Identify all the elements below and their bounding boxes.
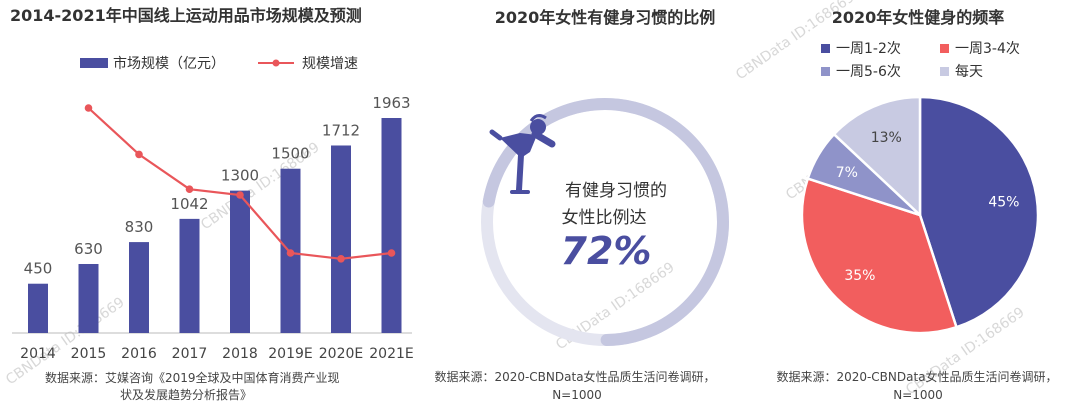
legend-bar-swatch [80, 58, 108, 68]
bar-2018 [230, 190, 250, 333]
bar-value-labels: 450 630 830 1042 1300 1500 1712 1963 [24, 94, 411, 278]
growth-point-2017 [185, 185, 194, 193]
source-line-2: N=1000 [893, 388, 943, 402]
bar-value-label: 450 [24, 260, 53, 278]
gauge-arc [482, 98, 729, 346]
pie-value-label: 45% [988, 195, 1019, 211]
source-line-1: 数据来源：2020-CBNData女性品质生活问卷调研， [434, 369, 715, 384]
legend-label-4: 每天 [955, 64, 983, 80]
chart-title: 2020年女性健身的频率 [832, 8, 1005, 27]
chart-title: 2014-2021年中国线上运动用品市场规模及预测 [10, 6, 362, 25]
pie-value-label: 35% [844, 268, 875, 284]
bar-value-label: 630 [74, 240, 103, 258]
source-line-2: 状及发展趋势分析报告》 [120, 387, 252, 402]
legend-swatch-3 [821, 67, 830, 76]
legend-label-growth: 规模增速 [302, 56, 358, 72]
growth-point-2016 [135, 150, 143, 159]
bar-2016 [129, 242, 149, 333]
pie-value-label: 7% [836, 165, 858, 181]
legend-line-marker [272, 59, 280, 67]
bar-group [28, 118, 402, 333]
gauge-value: 72% [561, 229, 652, 273]
pie-value-labels: 45% 35% 7% 13% [836, 130, 1020, 284]
bar-value-label: 830 [125, 218, 154, 236]
x-tick-label: 2017 [172, 346, 208, 362]
x-tick-label: 2015 [71, 346, 107, 362]
x-tick-label: 2014 [20, 346, 56, 362]
chart-title: 2020年女性有健身习惯的比例 [495, 8, 716, 27]
pie-slice-4 [832, 95, 922, 218]
legend-label-3: 一周5-6次 [836, 64, 901, 80]
bar-value-label: 1712 [322, 121, 360, 139]
pie-slice-1 [918, 95, 1040, 329]
source-line-2: N=1000 [552, 388, 602, 402]
x-tick-label: 2016 [121, 346, 157, 362]
fitness-frequency-chart: 2020年女性健身的频率 一周1-2次 一周3-4次 一周5-6次 每天 45%… [776, 8, 1057, 402]
yoga-woman-icon [489, 114, 556, 194]
chart-legend: 市场规模（亿元） 规模增速 [80, 55, 358, 72]
bar-2015 [78, 263, 99, 333]
pie-value-label: 13% [871, 130, 902, 146]
growth-point-2015 [84, 104, 93, 112]
bar-value-label: 1500 [271, 145, 309, 163]
bar-2020E [331, 145, 351, 333]
bar-value-label: 1963 [372, 94, 410, 112]
market-size-chart: 2014-2021年中国线上运动用品市场规模及预测 市场规模（亿元） 规模增速 … [10, 6, 414, 402]
fitness-habit-chart: 2020年女性有健身习惯的比例 有健身习惯的 女性比例达 72% 数据来源：20… [434, 8, 729, 402]
source-line-1: 数据来源：2020-CBNData女性品质生活问卷调研， [776, 369, 1057, 384]
bar-2021E [381, 118, 402, 333]
legend-label-1: 一周1-2次 [836, 41, 901, 57]
x-tick-label: 2020E [319, 346, 363, 362]
bar-2017 [179, 218, 200, 333]
legend-swatch-4 [940, 67, 949, 76]
source-line-1: 数据来源：艾媒咨询《2019全球及中国体育消费产业现 [45, 370, 340, 385]
bar-value-label: 1300 [221, 167, 259, 185]
pie-slice-2 [800, 176, 959, 335]
bar-2014 [28, 283, 48, 333]
gauge-label-line-1: 有健身习惯的 [565, 181, 667, 201]
growth-point-2021E [387, 249, 396, 257]
x-tick-label: 2019E [268, 346, 312, 362]
legend-label-market-size: 市场规模（亿元） [113, 55, 225, 72]
bar-value-label: 1042 [170, 195, 208, 213]
legend-label-2: 一周3-4次 [955, 41, 1020, 57]
growth-point-2018 [236, 191, 244, 199]
x-tick-label: 2018 [222, 346, 258, 362]
growth-point-2020E [337, 254, 345, 263]
gauge-label-line-2: 女性比例达 [562, 208, 647, 228]
legend-swatch-2 [940, 44, 949, 53]
legend-swatch-1 [821, 44, 830, 53]
growth-point-2019E [286, 249, 295, 257]
x-tick-labels: 2014 2015 2016 2017 2018 2019E 2020E 2021E [20, 346, 414, 362]
pie [800, 95, 1040, 335]
x-tick-label: 2021E [369, 346, 413, 362]
growth-points [84, 104, 396, 263]
pie-legend: 一周1-2次 一周3-4次 一周5-6次 每天 [821, 41, 1020, 80]
